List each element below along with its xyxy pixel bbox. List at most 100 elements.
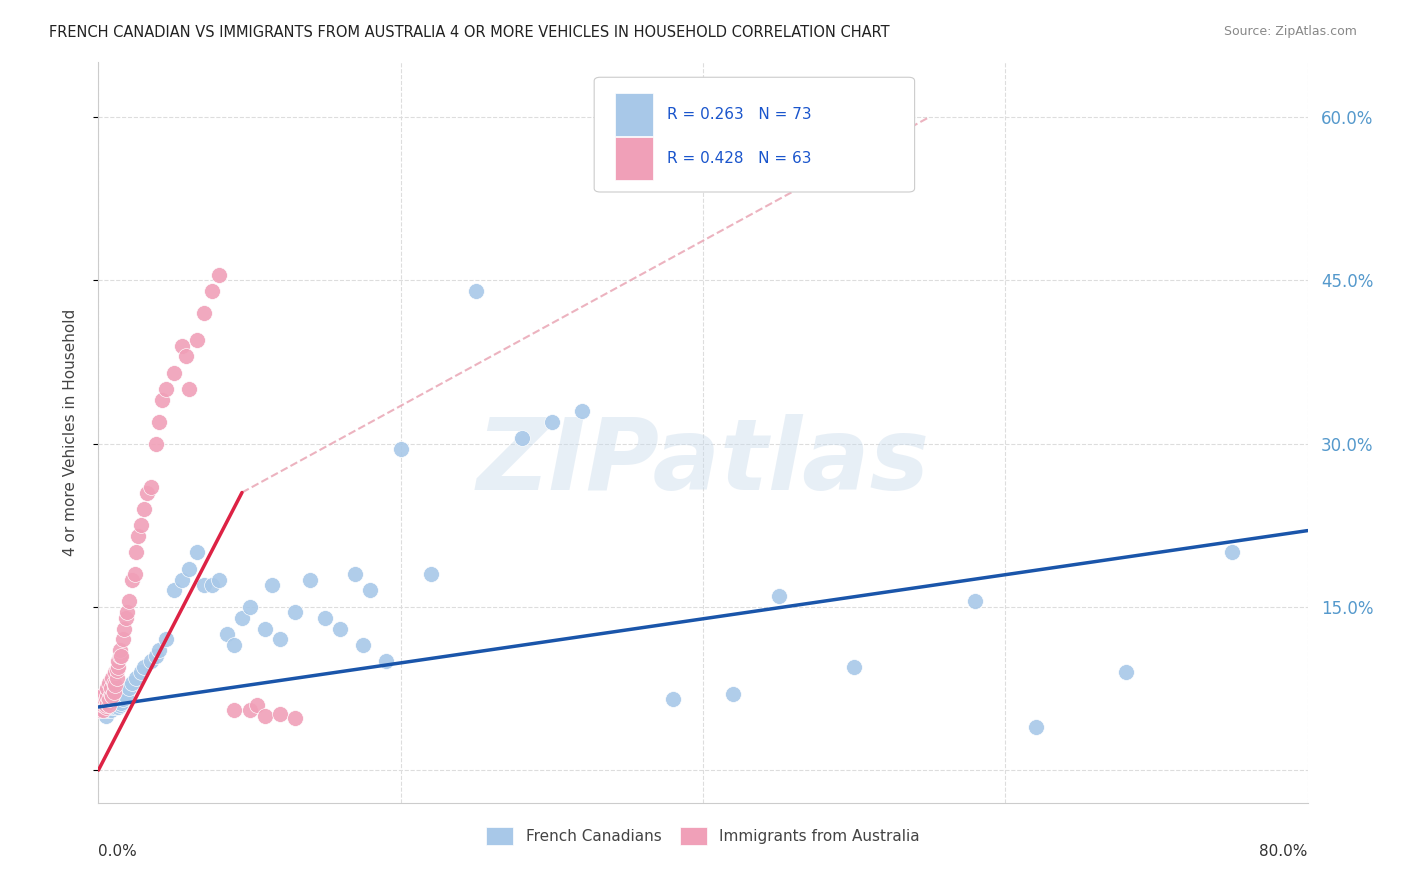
Point — [108, 643, 131, 657]
Point — [314, 611, 336, 625]
Point — [93, 700, 115, 714]
Point — [163, 583, 186, 598]
Point — [768, 589, 790, 603]
Y-axis label: 4 or more Vehicles in Household: 4 or more Vehicles in Household — [63, 309, 77, 557]
Text: FRENCH CANADIAN VS IMMIGRANTS FROM AUSTRALIA 4 OR MORE VEHICLES IN HOUSEHOLD COR: FRENCH CANADIAN VS IMMIGRANTS FROM AUSTR… — [49, 25, 890, 40]
Point — [179, 562, 201, 576]
Text: Source: ZipAtlas.com: Source: ZipAtlas.com — [1223, 25, 1357, 38]
Point — [201, 284, 224, 298]
Point — [193, 306, 215, 320]
Point — [124, 567, 146, 582]
Point — [145, 436, 167, 450]
Point — [94, 708, 117, 723]
Point — [163, 366, 186, 380]
Point — [352, 638, 374, 652]
Point — [89, 698, 111, 712]
Point — [89, 703, 111, 717]
FancyBboxPatch shape — [614, 93, 654, 136]
Point — [186, 545, 208, 559]
Point — [104, 692, 127, 706]
Point — [889, 137, 911, 152]
Point — [100, 703, 122, 717]
Point — [344, 567, 367, 582]
Point — [179, 382, 201, 396]
Point — [104, 700, 127, 714]
Point — [101, 689, 124, 703]
Point — [141, 480, 163, 494]
Point — [96, 703, 118, 717]
Point — [1220, 545, 1243, 559]
Point — [224, 638, 246, 652]
Point — [94, 692, 117, 706]
Point — [231, 611, 253, 625]
Point — [661, 692, 683, 706]
Point — [96, 696, 118, 710]
Point — [246, 698, 269, 712]
Point — [127, 529, 149, 543]
Point — [111, 632, 134, 647]
Point — [94, 698, 117, 712]
Point — [284, 711, 307, 725]
Point — [96, 681, 118, 696]
Point — [96, 689, 118, 703]
Legend: French Canadians, Immigrants from Australia: French Canadians, Immigrants from Austra… — [479, 821, 927, 851]
Point — [389, 442, 412, 456]
Point — [112, 622, 135, 636]
Point — [360, 583, 382, 598]
Point — [208, 268, 231, 282]
Point — [170, 573, 193, 587]
Point — [145, 648, 167, 663]
Point — [239, 703, 262, 717]
Point — [98, 676, 121, 690]
Point — [107, 654, 129, 668]
Point — [101, 671, 124, 685]
Point — [110, 648, 132, 663]
Point — [101, 696, 124, 710]
Point — [90, 689, 112, 703]
Point — [89, 698, 111, 712]
Point — [239, 599, 262, 614]
Point — [224, 703, 246, 717]
Point — [844, 659, 866, 673]
Point — [108, 698, 131, 712]
Point — [208, 573, 231, 587]
Point — [155, 382, 177, 396]
FancyBboxPatch shape — [595, 78, 915, 192]
Point — [186, 333, 208, 347]
Point — [132, 501, 155, 516]
Point — [1024, 720, 1046, 734]
Point — [121, 676, 143, 690]
Point — [965, 594, 987, 608]
Point — [262, 578, 284, 592]
Point — [103, 676, 125, 690]
Point — [107, 659, 129, 673]
Point — [215, 627, 238, 641]
Point — [103, 698, 125, 712]
Point — [105, 671, 128, 685]
Text: R = 0.428   N = 63: R = 0.428 N = 63 — [666, 151, 811, 166]
Point — [94, 692, 117, 706]
Point — [465, 284, 488, 298]
Point — [125, 671, 148, 685]
Point — [110, 696, 132, 710]
Point — [91, 703, 114, 717]
Point — [98, 700, 121, 714]
Point — [90, 703, 112, 717]
Point — [170, 338, 193, 352]
Point — [103, 685, 125, 699]
Point — [420, 567, 443, 582]
Point — [98, 696, 121, 710]
Point — [100, 698, 122, 712]
Point — [115, 605, 138, 619]
Point — [94, 700, 117, 714]
Point — [96, 698, 118, 712]
Point — [148, 643, 170, 657]
Point — [269, 632, 291, 647]
Point — [111, 692, 134, 706]
Point — [269, 706, 291, 721]
Point — [118, 681, 141, 696]
Point — [253, 622, 276, 636]
Point — [105, 681, 128, 696]
Point — [129, 665, 152, 680]
Point — [121, 573, 143, 587]
